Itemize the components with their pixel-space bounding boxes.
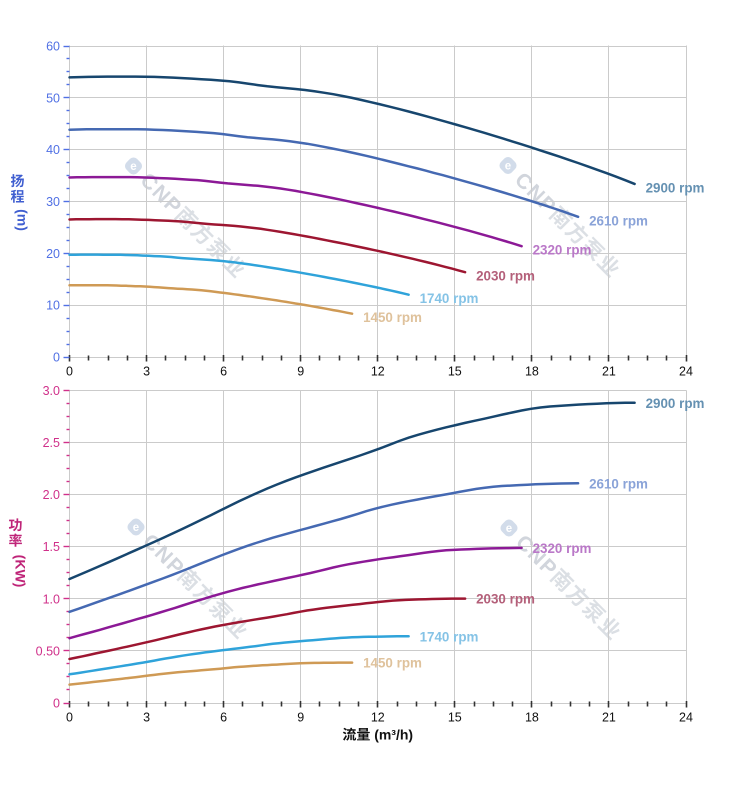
svg-text:1.5: 1.5 bbox=[43, 540, 60, 554]
svg-text:0: 0 bbox=[66, 711, 73, 725]
svg-text:1740 rpm: 1740 rpm bbox=[420, 629, 479, 644]
svg-text:2320 rpm: 2320 rpm bbox=[533, 243, 592, 258]
svg-text:30: 30 bbox=[46, 195, 60, 209]
svg-text:21: 21 bbox=[602, 711, 616, 725]
svg-text:24: 24 bbox=[679, 711, 693, 725]
svg-text:e: e bbox=[133, 522, 139, 534]
svg-text:20: 20 bbox=[46, 247, 60, 261]
svg-text:0: 0 bbox=[66, 365, 73, 379]
svg-text:12: 12 bbox=[371, 711, 385, 725]
svg-text:0.50: 0.50 bbox=[36, 644, 60, 658]
svg-text:6: 6 bbox=[220, 365, 227, 379]
svg-text:0: 0 bbox=[53, 351, 60, 365]
svg-text:15: 15 bbox=[448, 365, 462, 379]
svg-text:9: 9 bbox=[297, 711, 304, 725]
svg-text:2610 rpm: 2610 rpm bbox=[589, 213, 648, 228]
svg-text:1740 rpm: 1740 rpm bbox=[420, 291, 479, 306]
svg-text:12: 12 bbox=[371, 365, 385, 379]
svg-text:2030 rpm: 2030 rpm bbox=[476, 269, 535, 284]
svg-text:e: e bbox=[506, 523, 512, 535]
svg-text:18: 18 bbox=[525, 711, 539, 725]
svg-text:e: e bbox=[505, 161, 511, 173]
svg-text:10: 10 bbox=[46, 299, 60, 313]
svg-text:1450 rpm: 1450 rpm bbox=[363, 656, 422, 671]
svg-text:2.0: 2.0 bbox=[43, 488, 60, 502]
svg-text:18: 18 bbox=[525, 365, 539, 379]
svg-text:e: e bbox=[130, 161, 136, 173]
svg-text:3: 3 bbox=[143, 711, 150, 725]
svg-text:60: 60 bbox=[46, 40, 60, 54]
svg-text:2610 rpm: 2610 rpm bbox=[589, 476, 648, 491]
svg-text:21: 21 bbox=[602, 365, 616, 379]
svg-text:50: 50 bbox=[46, 91, 60, 105]
svg-text:2.5: 2.5 bbox=[43, 436, 60, 450]
svg-text:40: 40 bbox=[46, 143, 60, 157]
svg-text:0: 0 bbox=[53, 697, 60, 711]
svg-text:2030 rpm: 2030 rpm bbox=[476, 592, 535, 607]
svg-text:3.0: 3.0 bbox=[43, 384, 60, 398]
svg-text:(m): (m) bbox=[15, 209, 31, 231]
svg-text:6: 6 bbox=[220, 711, 227, 725]
svg-text:3: 3 bbox=[143, 365, 150, 379]
svg-text:(m³/h): (m³/h) bbox=[374, 727, 413, 743]
svg-text:(KW): (KW) bbox=[13, 555, 29, 588]
svg-text:24: 24 bbox=[679, 365, 693, 379]
svg-text:2900 rpm: 2900 rpm bbox=[646, 396, 705, 411]
svg-text:15: 15 bbox=[448, 711, 462, 725]
svg-text:1450 rpm: 1450 rpm bbox=[363, 310, 422, 325]
svg-text:2900 rpm: 2900 rpm bbox=[646, 180, 705, 195]
svg-text:2320 rpm: 2320 rpm bbox=[533, 541, 592, 556]
svg-text:9: 9 bbox=[297, 365, 304, 379]
svg-text:1.0: 1.0 bbox=[43, 592, 60, 606]
